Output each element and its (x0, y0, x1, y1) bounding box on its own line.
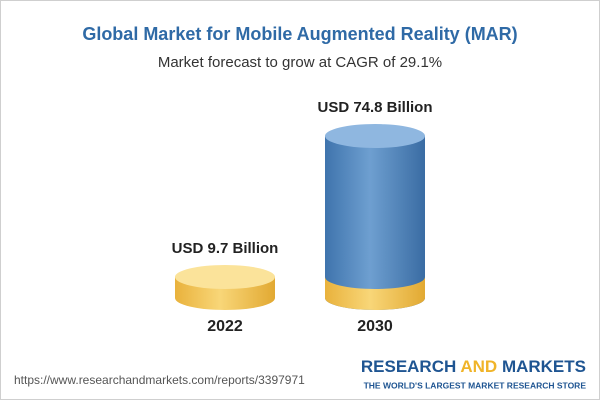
brand-word: AND (460, 357, 497, 376)
chart-subtitle: Market forecast to grow at CAGR of 29.1% (158, 54, 442, 71)
chart-title: Global Market for Mobile Augmented Reali… (82, 24, 517, 44)
source-url: https://www.researchandmarkets.com/repor… (14, 373, 305, 387)
brand: RESEARCH AND MARKETS (361, 357, 586, 376)
plot: USD 9.7 Billion 2022 USD 74.8 Billion 2030 (172, 99, 433, 335)
cylinder-base-segment (325, 276, 425, 310)
category-label: 2022 (207, 318, 243, 335)
cylinder-top (175, 264, 275, 289)
brand-word: RESEARCH (361, 357, 456, 376)
cylinder-bottom (175, 286, 275, 310)
brand-tagline: THE WORLD'S LARGEST MARKET RESEARCH STOR… (364, 380, 587, 390)
value-label: USD 9.7 Billion (172, 240, 279, 257)
brand-word: MARKETS (502, 357, 586, 376)
value-label: USD 74.8 Billion (317, 99, 432, 116)
cylinder-body (325, 136, 425, 298)
cylinder-top (325, 124, 425, 148)
category-label: 2030 (357, 318, 393, 335)
